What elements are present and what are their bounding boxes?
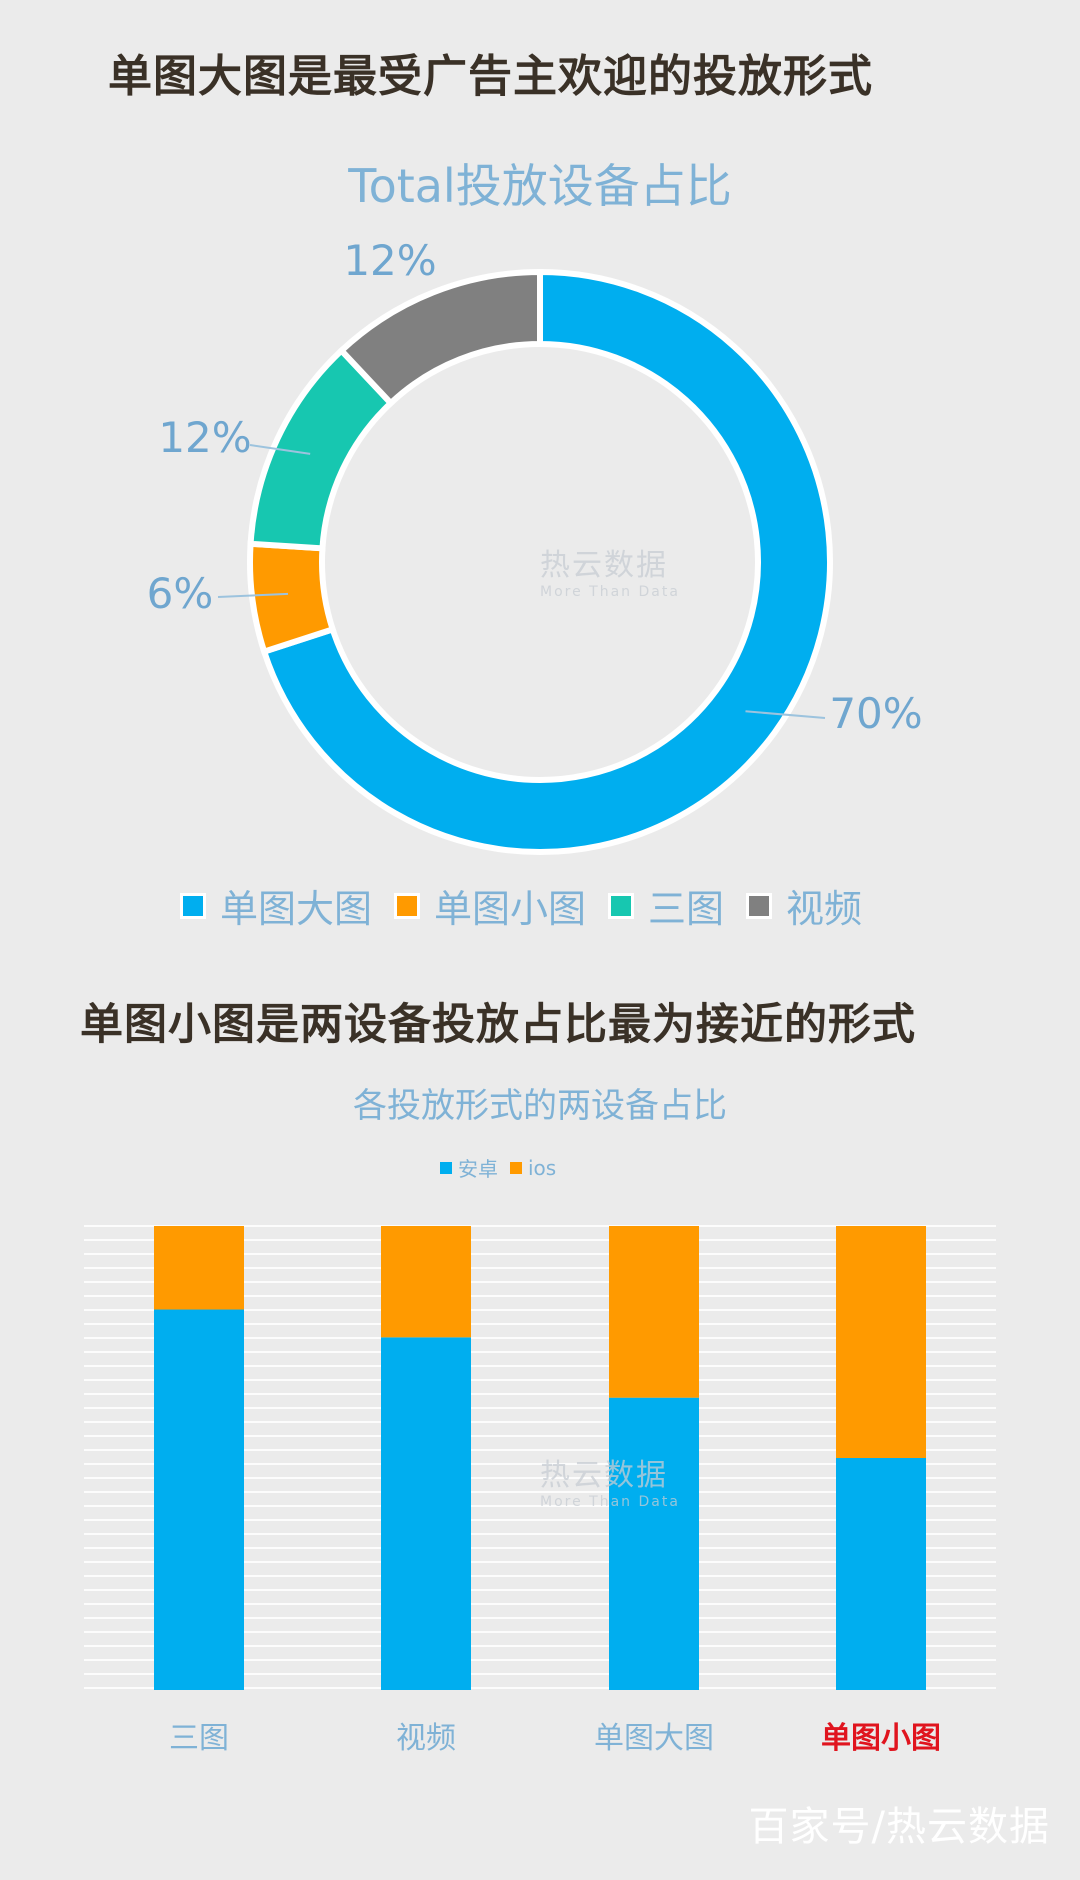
legend-item-shipin: 视频 [746, 878, 862, 933]
leader-line [217, 592, 289, 598]
leader-line [745, 710, 826, 719]
donut-legend: 单图大图 单图小图 三图 视频 [180, 878, 884, 933]
donut-slice [260, 268, 833, 855]
bar-segment-android [154, 1309, 244, 1690]
donut-slice [337, 268, 543, 408]
x-tick-label: 单图大图 [594, 1721, 714, 1756]
watermark-bottom: 热云数据 More Than Data [540, 1450, 680, 1510]
legend-label: ios [528, 1155, 557, 1180]
stacked-bar-chart [154, 1226, 926, 1690]
bar-segment-android [609, 1397, 699, 1690]
donut-slice [247, 540, 337, 656]
slice-label: 12% [343, 236, 436, 285]
watermark-tagline: More Than Data [540, 1494, 680, 1510]
legend-label: 三图 [648, 887, 725, 931]
slice-label: 6% [147, 569, 214, 618]
bar-segment-android [381, 1337, 471, 1690]
bar-segment-ios [154, 1226, 244, 1310]
legend-swatch [746, 892, 773, 919]
legend-swatch [180, 892, 206, 919]
x-tick-label: 三图 [169, 1721, 229, 1756]
x-tick-label: 视频 [396, 1721, 456, 1756]
legend-item-santu: 三图 [608, 878, 724, 933]
legend-item-dantu-da: 单图大图 [180, 878, 372, 933]
legend-item-ios: ios [510, 1156, 556, 1180]
donut-chart: 70% 6% 12% 12% [147, 236, 923, 855]
leader-line [249, 444, 311, 455]
donut-chart-title: Total投放设备占比 [348, 159, 732, 213]
legend-label: 单图大图 [220, 887, 373, 931]
legend-item-dantu-xiao: 单图小图 [394, 878, 586, 933]
headline-top: 单图大图是最受广告主欢迎的投放形式 [108, 51, 873, 102]
footer-credit: 百家号/热云数据 [748, 1804, 1050, 1850]
headline-middle: 单图小图是两设备投放占比最为接近的形式 [80, 1000, 916, 1050]
bar-legend: 安卓 ios [440, 1153, 568, 1182]
watermark-tagline: More Than Data [540, 584, 680, 600]
legend-label: 安卓 [458, 1157, 498, 1181]
watermark-brand: 热云数据 [540, 1458, 668, 1493]
bar-segment-ios [836, 1226, 926, 1458]
legend-swatch [608, 892, 635, 919]
bar-segment-ios [609, 1226, 699, 1398]
legend-label: 单图小图 [434, 887, 587, 931]
slice-label: 70% [829, 689, 922, 738]
legend-item-android: 安卓 [440, 1153, 498, 1182]
legend-swatch [394, 892, 421, 919]
bar-chart-title: 各投放形式的两设备占比 [353, 1086, 727, 1126]
watermark-brand: 热云数据 [540, 548, 668, 583]
watermark-top: 热云数据 More Than Data [540, 540, 680, 600]
slice-label: 12% [158, 413, 251, 462]
legend-swatch [510, 1161, 522, 1174]
legend-label: 视频 [786, 887, 863, 931]
bar-segment-android [836, 1458, 926, 1690]
bar-segment-ios [381, 1226, 471, 1338]
x-tick-label-highlighted: 单图小图 [821, 1721, 941, 1756]
legend-swatch [440, 1161, 452, 1174]
